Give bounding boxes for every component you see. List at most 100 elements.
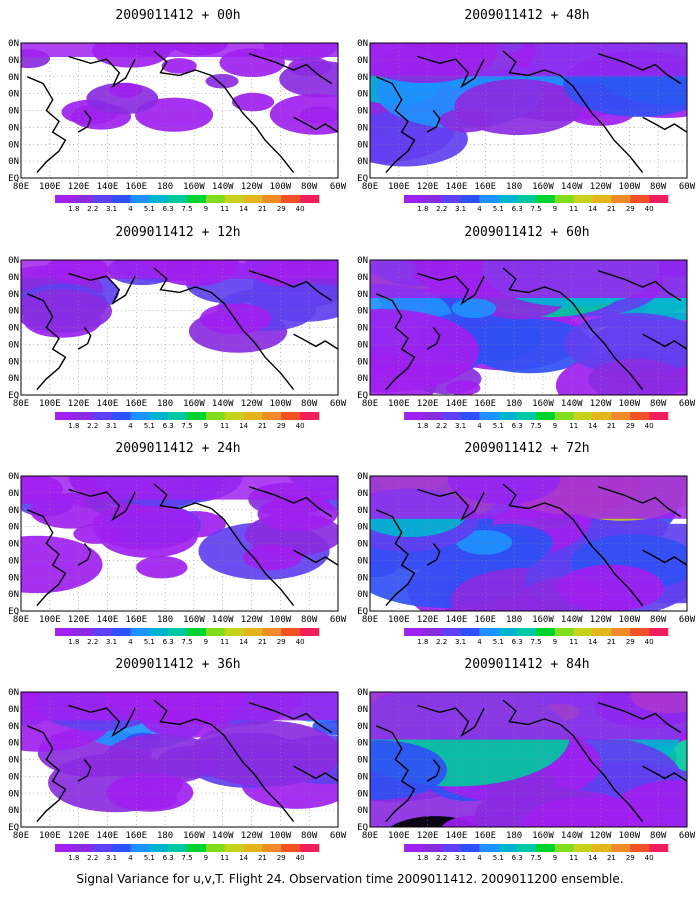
lat-tick-label: 60N <box>8 73 19 83</box>
coastline <box>376 509 416 607</box>
colorbar-label: 1.8 <box>417 422 428 430</box>
variance-patch <box>557 564 664 611</box>
colorbar-swatch <box>498 412 518 420</box>
colorbar-swatch <box>300 628 320 636</box>
lon-tick-label: 60W <box>330 615 347 625</box>
coastline <box>210 291 295 391</box>
lat-tick-label: EQ <box>8 823 19 833</box>
lon-tick-label: 180 <box>157 831 173 841</box>
lon-tick-label: 140E <box>97 182 119 192</box>
colorbar-label: 2.2 <box>436 422 447 430</box>
colorbar-swatch <box>422 412 443 420</box>
colorbar-label: 3.1 <box>455 205 466 213</box>
lat-tick-label: 70N <box>8 56 19 66</box>
colorbar-swatch <box>404 844 424 852</box>
variance-patch <box>106 773 194 812</box>
lon-tick-label: 80W <box>650 615 667 625</box>
colorbar-label: 29 <box>626 854 635 862</box>
coastline <box>27 293 67 391</box>
lon-tick-label: 120W <box>590 399 612 409</box>
lat-tick-label: 60N <box>357 506 368 516</box>
colorbar-label: 7.5 <box>181 422 192 430</box>
variance-band <box>370 692 687 740</box>
lat-tick-label: 10N <box>8 590 19 600</box>
colorbar-swatch <box>498 844 518 852</box>
lon-tick-label: 140E <box>446 831 468 841</box>
lon-tick-label: 120E <box>68 182 90 192</box>
colorbar-swatch <box>611 195 631 203</box>
lon-tick-label: 100E <box>39 182 61 192</box>
lat-tick-label: 80N <box>357 472 368 482</box>
lon-tick-label: 120E <box>68 399 90 409</box>
colorbar-swatch <box>554 412 575 420</box>
lon-tick-label: 100E <box>388 399 410 409</box>
colorbar-swatch <box>243 628 263 636</box>
colorbar-label: 4 <box>128 422 133 430</box>
variance-patch <box>386 124 421 139</box>
colorbar-swatch <box>111 412 131 420</box>
colorbar-label: 7.5 <box>181 638 192 646</box>
colorbar-swatch <box>460 628 480 636</box>
colorbar-swatch <box>55 195 75 203</box>
colorbar-swatch <box>168 844 188 852</box>
coastline <box>248 486 333 518</box>
colorbar-label: 1.8 <box>417 854 428 862</box>
lon-tick-label: 120W <box>241 399 263 409</box>
colorbar-swatch <box>422 844 443 852</box>
lat-tick-label: 40N <box>8 324 19 334</box>
variance-patch <box>446 380 481 395</box>
lat-tick-label: 40N <box>357 540 368 550</box>
colorbar-label: 40 <box>645 205 654 213</box>
colorbar-label: 1.8 <box>68 205 79 213</box>
lat-tick-label: 60N <box>357 290 368 300</box>
lat-tick-label: 10N <box>357 374 368 384</box>
colorbar-label: 21 <box>258 422 267 430</box>
lat-tick-label: 80N <box>357 688 368 698</box>
colorbar-label: 14 <box>239 205 248 213</box>
colorbar-label: 6.3 <box>512 422 523 430</box>
colorbar-swatch <box>517 195 537 203</box>
colorbar-label: 1.8 <box>68 854 79 862</box>
lat-tick-label: 70N <box>357 489 368 499</box>
lat-tick-label: EQ <box>357 174 368 184</box>
colorbar-swatch <box>262 628 282 636</box>
colorbar-label: 2.2 <box>87 205 98 213</box>
lat-tick-label: 50N <box>357 523 368 533</box>
coastline <box>502 50 561 77</box>
colorbar-label: 4 <box>477 638 482 646</box>
coastline <box>153 50 212 77</box>
colorbar-swatch <box>517 412 537 420</box>
colorbar-label: 40 <box>296 422 305 430</box>
colorbar-swatch <box>262 412 282 420</box>
coastline <box>642 549 687 566</box>
lat-tick-label: 30N <box>8 556 19 566</box>
colorbar-swatch <box>422 195 443 203</box>
colorbar-label: 9 <box>204 422 208 430</box>
lon-tick-label: 140E <box>446 399 468 409</box>
lat-tick-label: 30N <box>357 772 368 782</box>
coastline <box>68 704 136 738</box>
coastline <box>27 76 67 174</box>
colorbar-label: 5.1 <box>493 854 504 862</box>
colorbar-label: 6.3 <box>163 205 174 213</box>
lon-tick-label: 180 <box>506 182 522 192</box>
lat-tick-label: 30N <box>8 123 19 133</box>
colorbar-swatch <box>460 412 480 420</box>
lon-tick-label: 100W <box>619 831 641 841</box>
lat-tick-label: 50N <box>357 739 368 749</box>
colorbar-swatch <box>536 628 556 636</box>
colorbar-swatch <box>611 412 631 420</box>
coastline <box>417 704 485 738</box>
colorbar-label: 29 <box>277 422 286 430</box>
colorbar-swatch <box>517 844 537 852</box>
colorbar-label: 11 <box>569 854 578 862</box>
lon-tick-label: 80W <box>301 615 318 625</box>
colorbar-label: 11 <box>220 205 229 213</box>
colorbar-swatch <box>130 628 150 636</box>
lon-tick-label: 180 <box>506 615 522 625</box>
coastline <box>426 543 441 566</box>
lon-tick-label: 60W <box>330 182 347 192</box>
colorbar-swatch <box>479 628 499 636</box>
